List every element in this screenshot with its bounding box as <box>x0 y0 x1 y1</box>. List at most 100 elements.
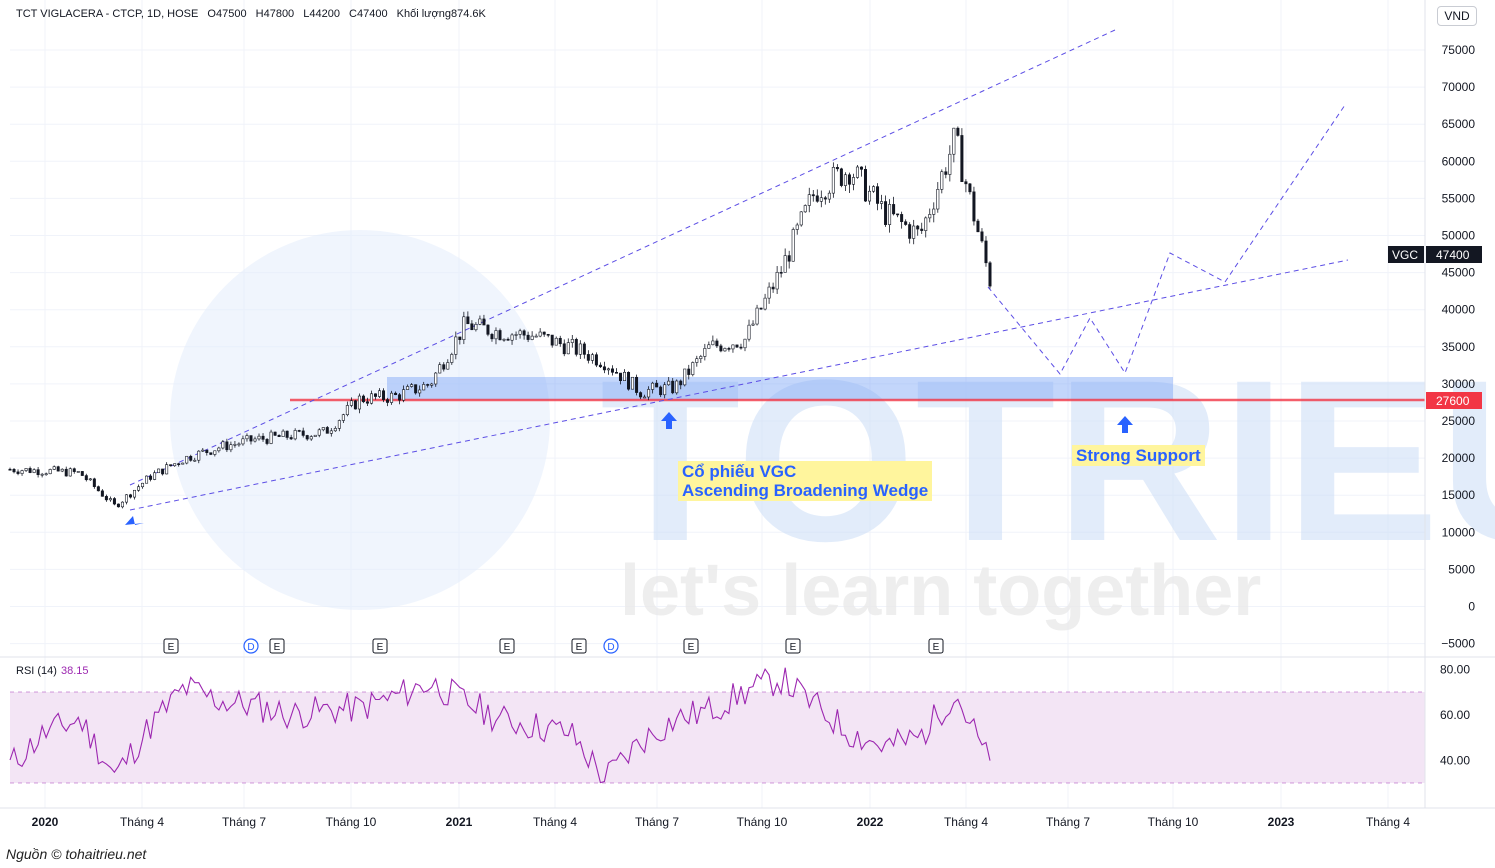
earnings-marker[interactable]: E <box>372 638 388 654</box>
candle-body <box>847 174 851 185</box>
candle-body <box>72 468 76 472</box>
ohlc-low: L44200 <box>303 8 340 20</box>
candle-body <box>193 459 197 462</box>
candle-body <box>12 469 16 473</box>
y-tick-label: 75000 <box>1442 43 1476 57</box>
candle-body <box>329 430 333 434</box>
earnings-marker[interactable]: E <box>269 638 285 654</box>
candle-body <box>815 195 819 202</box>
candle-body <box>683 368 687 386</box>
candle-body <box>823 197 827 200</box>
candle-body <box>627 371 631 390</box>
candle-body <box>751 323 755 326</box>
candle-body <box>968 183 972 193</box>
rsi-axis: 80.00 60.00 40.00 <box>1440 662 1470 767</box>
candle-body <box>522 330 526 336</box>
candle-body <box>755 307 759 325</box>
candle-body <box>695 358 699 363</box>
dividend-marker[interactable]: D <box>243 638 259 654</box>
candle-body <box>382 390 386 400</box>
support-tag: 27600 <box>1426 392 1482 409</box>
candle-body <box>221 441 225 449</box>
candle-body <box>707 344 711 349</box>
candle-body <box>241 438 245 445</box>
candle-body <box>257 435 261 440</box>
dividend-marker[interactable]: D <box>603 638 619 654</box>
candle-body <box>446 362 450 370</box>
earnings-marker[interactable]: E <box>499 638 515 654</box>
candle-body <box>112 498 116 505</box>
x-tick-label: Tháng 7 <box>1046 815 1090 829</box>
candle-body <box>410 384 414 387</box>
y-tick-label: 50000 <box>1442 229 1476 243</box>
y-tick-label: 65000 <box>1442 117 1476 131</box>
candle-body <box>309 436 313 440</box>
candle-body <box>390 392 394 403</box>
candle-body <box>237 443 241 446</box>
candle-body <box>526 334 530 340</box>
candle-body <box>341 414 345 421</box>
candle-body <box>16 471 20 474</box>
rsi-band <box>10 692 1425 783</box>
y-tick-label: 40000 <box>1442 303 1476 317</box>
candle-body <box>406 386 410 390</box>
candle-body <box>936 189 940 210</box>
candle-body <box>570 339 574 343</box>
candle-body <box>976 220 980 233</box>
candle-body <box>462 316 466 340</box>
price-axis: 7500070000650006000055000500004500040000… <box>1441 43 1475 651</box>
time-axis: 2020 Tháng 4 Tháng 7 Tháng 10 2021 Tháng 4 Thá… <box>32 815 1411 829</box>
rsi-pane <box>9 667 1425 784</box>
candle-body <box>534 335 538 338</box>
earnings-marker[interactable]: E <box>163 638 179 654</box>
candle-body <box>675 380 679 394</box>
candle-body <box>217 447 221 452</box>
candle-body <box>655 382 659 388</box>
candle-body <box>956 127 960 136</box>
candle-body <box>904 221 908 225</box>
earnings-marker[interactable]: E <box>571 638 587 654</box>
candle-body <box>610 368 614 373</box>
candle-body <box>699 356 703 360</box>
candle-body <box>908 224 912 239</box>
candle-body <box>414 384 418 394</box>
candle-body <box>819 197 823 202</box>
currency-button[interactable]: VND <box>1437 6 1477 26</box>
candle-body <box>868 190 872 202</box>
candle-body <box>843 174 847 186</box>
candle-body <box>731 344 735 350</box>
earnings-marker[interactable]: E <box>928 638 944 654</box>
candle-body <box>803 205 807 213</box>
candle-body <box>398 394 402 401</box>
candle-body <box>434 372 438 385</box>
candle-body <box>269 431 273 444</box>
candle-body <box>265 439 269 444</box>
candle-body <box>663 384 667 396</box>
rsi-value: 38.15 <box>60 665 89 677</box>
candle-body <box>301 430 305 436</box>
earnings-marker[interactable]: E <box>683 638 699 654</box>
candle-body <box>799 211 803 226</box>
x-tick-label: 2022 <box>857 815 884 829</box>
earnings-marker[interactable]: E <box>785 638 801 654</box>
candle-body <box>859 166 863 170</box>
candle-body <box>719 345 723 352</box>
svg-text:E: E <box>274 642 281 653</box>
candle-body <box>566 342 570 355</box>
candle-body <box>181 462 185 465</box>
candle-body <box>96 486 100 492</box>
y-tick-label: 10000 <box>1442 525 1476 539</box>
candle-body <box>506 338 510 341</box>
candle-body <box>124 494 128 503</box>
ohlc-open: O47500 <box>207 8 247 20</box>
svg-text:E: E <box>790 642 797 653</box>
candle-body <box>872 186 876 192</box>
watermark-tagline: let's learn together <box>620 551 1261 631</box>
candle-body <box>137 486 141 491</box>
y-tick-label: 5000 <box>1448 562 1475 576</box>
candle-body <box>687 368 691 375</box>
candle-body <box>795 224 799 230</box>
candle-body <box>775 271 779 290</box>
